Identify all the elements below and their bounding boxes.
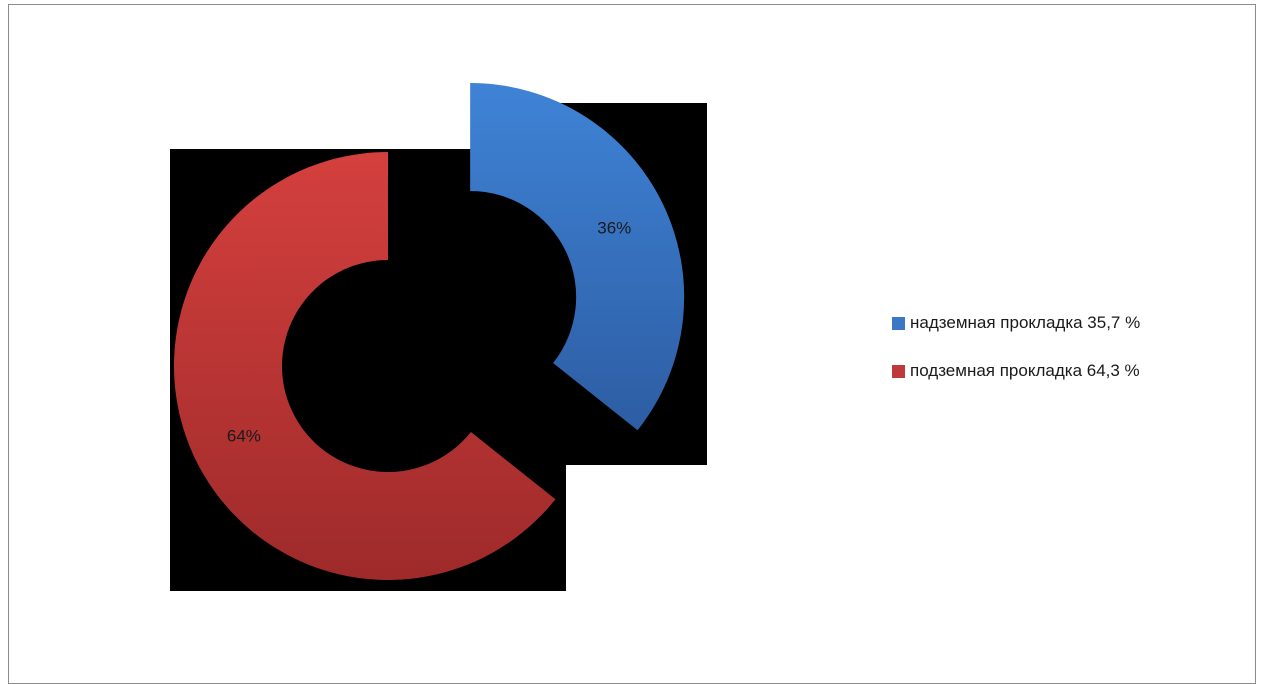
- doughnut-chart: 36% 64%: [170, 82, 707, 591]
- legend-item: подземная прокладка 64,3 %: [892, 359, 1140, 383]
- chart-area: 36% 64% надземная прокладка 35,7 % подзем…: [8, 4, 1256, 684]
- legend: надземная прокладка 35,7 % подземная про…: [892, 311, 1140, 407]
- doughnut-slice: [173, 152, 556, 580]
- legend-label: подземная прокладка 64,3 %: [910, 361, 1140, 380]
- legend-swatch: [892, 364, 905, 378]
- doughnut-slice: [470, 82, 685, 431]
- legend-item: надземная прокладка 35,7 %: [892, 311, 1140, 335]
- data-label: 36%: [597, 218, 631, 237]
- data-label: 64%: [227, 426, 261, 445]
- legend-label: надземная прокладка 35,7 %: [910, 313, 1141, 332]
- legend-swatch: [892, 316, 905, 330]
